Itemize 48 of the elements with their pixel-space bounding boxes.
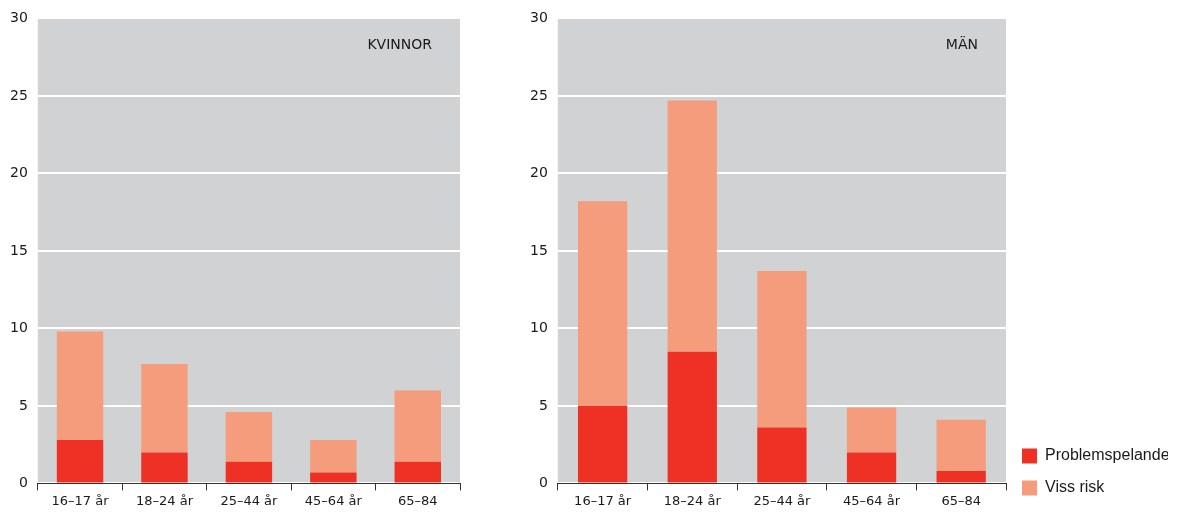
y-tick-label: 0 <box>18 474 28 491</box>
y-tick-label: 10 <box>9 319 28 336</box>
bar <box>225 412 273 462</box>
bar <box>225 461 273 483</box>
x-tick-label: 18–24 år <box>663 492 722 508</box>
x-tick-label: 45–64 år <box>843 492 901 508</box>
bar <box>667 100 717 352</box>
bar <box>846 452 897 483</box>
x-tick-label: 16–17 år <box>51 492 110 508</box>
bar <box>577 405 628 483</box>
bar <box>757 271 807 428</box>
bar <box>141 452 188 483</box>
y-tick-label: 25 <box>9 86 28 103</box>
y-tick-label: 20 <box>529 164 548 181</box>
y-tick-label: 30 <box>529 9 548 26</box>
text: KVINNOR <box>367 36 433 53</box>
y-tick-label: 15 <box>9 241 28 258</box>
y-tick-label: 5 <box>18 396 28 413</box>
x-tick-label: 25–44 år <box>220 492 279 508</box>
bar <box>141 364 188 453</box>
bar <box>577 201 628 406</box>
x-tick-label: 18–24 år <box>135 492 194 508</box>
y-tick-label: 30 <box>9 9 28 26</box>
legend-label: Problemspelande <box>1045 446 1170 464</box>
x-tick-label: 45–64 år <box>304 492 363 508</box>
bar <box>310 440 357 473</box>
legend-label: Viss risk <box>1045 478 1106 496</box>
bar <box>667 351 717 483</box>
bar <box>310 472 357 483</box>
bar <box>936 471 986 483</box>
bar <box>846 407 897 453</box>
bar <box>56 331 104 440</box>
y-tick-label: 15 <box>529 241 548 258</box>
bar <box>757 427 807 483</box>
bar <box>394 390 441 462</box>
text: MÄN <box>945 35 978 53</box>
y-tick-label: 0 <box>538 474 548 491</box>
y-tick-label: 10 <box>529 319 548 336</box>
y-tick-label: 5 <box>538 396 548 413</box>
x-tick-label: 16–17 år <box>574 492 632 508</box>
x-tick-label: 25–44 år <box>753 492 812 508</box>
y-tick-label: 20 <box>9 164 28 181</box>
y-tick-label: 25 <box>529 86 548 103</box>
bar <box>394 461 441 483</box>
bar <box>56 440 104 483</box>
x-tick-label: 65–84 <box>941 492 981 508</box>
x-tick-label: 65–84 <box>397 492 438 508</box>
bar <box>936 419 986 471</box>
